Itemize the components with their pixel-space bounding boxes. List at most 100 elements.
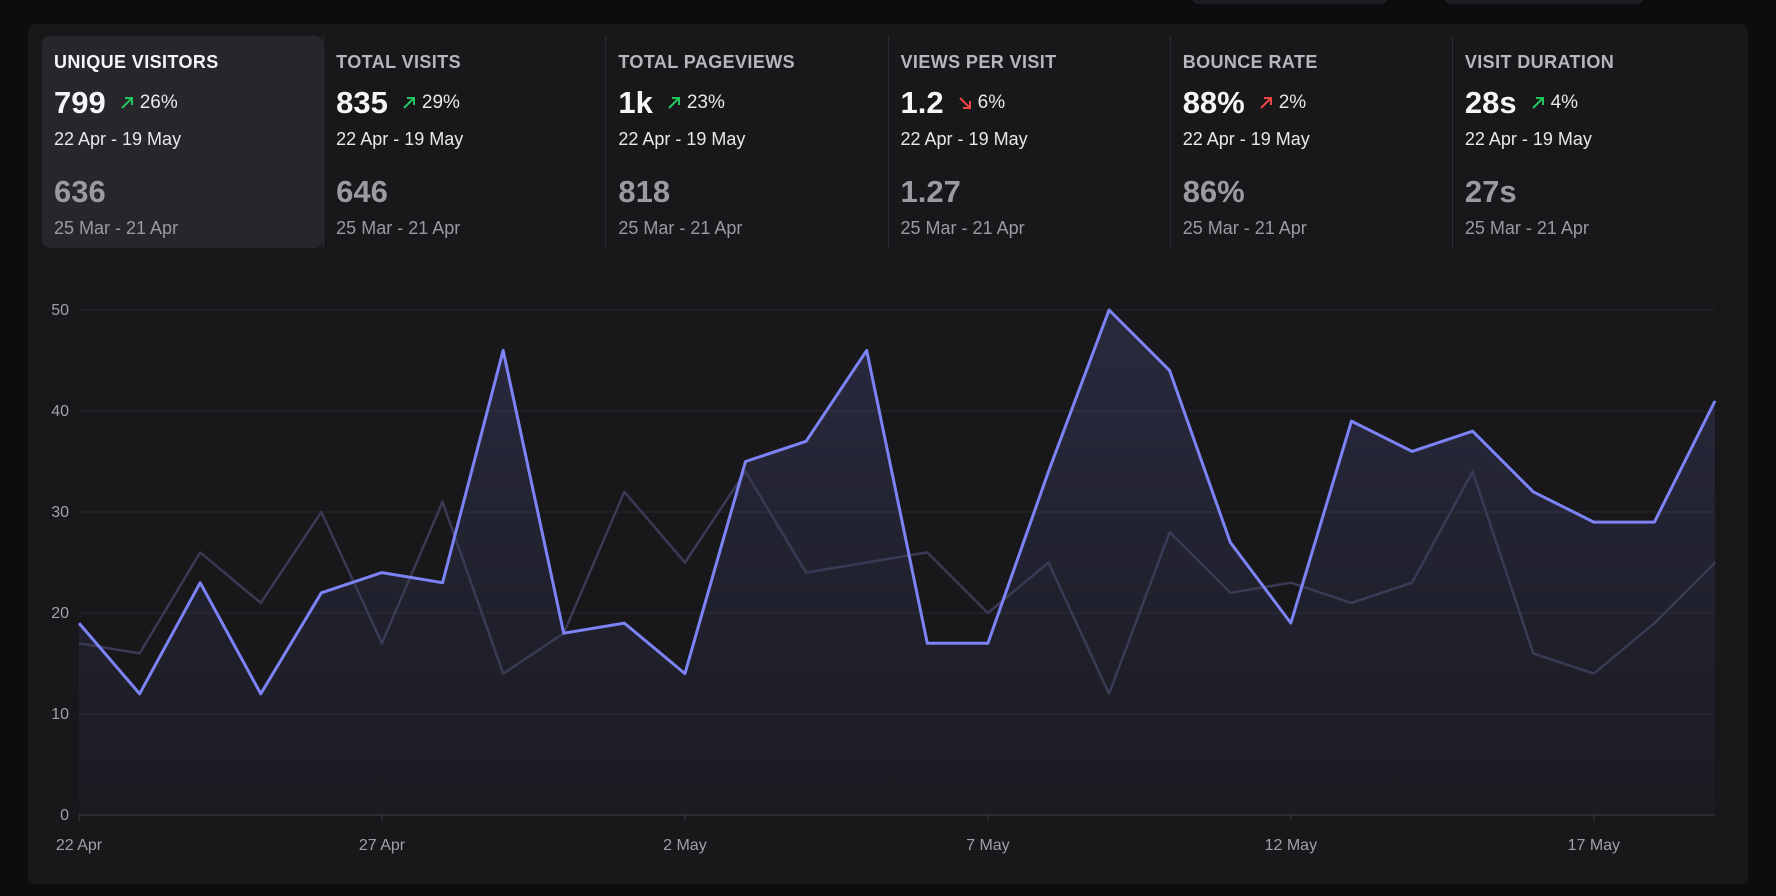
trend-up-arrow-icon — [121, 97, 133, 109]
metric-previous-value: 636 — [54, 174, 106, 209]
previous-data-point — [561, 630, 567, 636]
previous-data-point — [379, 640, 385, 646]
x-tick-label: 12 May — [1265, 837, 1317, 854]
metric-tab-views-per-visit[interactable]: VIEWS PER VISIT 1.2 6% 22 Apr - 19 May 1.27 2… — [887, 36, 1170, 248]
y-tick-label: 30 — [51, 504, 69, 521]
metric-label: TOTAL PAGEVIEWS — [618, 52, 796, 72]
current-data-point[interactable] — [864, 347, 870, 353]
current-data-point[interactable] — [1530, 489, 1536, 495]
current-data-point[interactable] — [803, 438, 809, 444]
previous-data-point — [682, 560, 688, 566]
current-data-point[interactable] — [1651, 519, 1657, 525]
y-tick-label: 0 — [60, 807, 69, 824]
metric-tab-visit-duration[interactable]: VISIT DURATION 28s 4% 22 Apr - 19 May 27s 25 … — [1451, 36, 1734, 248]
current-period-line — [77, 308, 1717, 696]
current-data-point[interactable] — [1470, 428, 1476, 434]
trend-down-arrow-icon — [958, 97, 971, 109]
x-tick-label: 7 May — [966, 837, 1010, 854]
dashboard-card: UNIQUE VISITORS 799 26% 22 Apr - 19 May 636 2… — [28, 24, 1748, 884]
previous-period-line — [78, 470, 1716, 696]
metric-value: 28s — [1464, 85, 1517, 120]
current-data-point[interactable] — [197, 580, 203, 586]
metric-change-percent: 2% — [1278, 92, 1307, 113]
current-data-point[interactable] — [985, 640, 991, 646]
metrics-row: UNIQUE VISITORS 799 26% 22 Apr - 19 May 636 2… — [42, 36, 1734, 248]
current-data-point[interactable] — [500, 347, 506, 353]
current-data-point[interactable] — [1227, 539, 1233, 545]
current-series-area — [79, 310, 1715, 815]
current-data-point[interactable] — [1348, 418, 1354, 424]
top-control-right[interactable] — [1444, 0, 1644, 4]
current-data-point[interactable] — [1591, 519, 1597, 525]
current-data-point[interactable] — [743, 459, 749, 465]
current-data-point[interactable] — [258, 691, 264, 697]
metric-period: 22 Apr - 19 May — [336, 129, 464, 149]
previous-data-point — [1409, 580, 1415, 586]
previous-data-point — [137, 650, 143, 656]
metric-previous-period: 25 Mar - 21 Apr — [900, 218, 1025, 238]
metric-value: 1.2 — [900, 85, 944, 120]
previous-data-point — [1591, 671, 1597, 677]
metric-label: TOTAL VISITS — [336, 52, 461, 72]
metric-period: 22 Apr - 19 May — [54, 129, 182, 149]
previous-data-point — [1227, 590, 1233, 596]
previous-data-point — [1651, 620, 1657, 626]
previous-data-point — [76, 640, 82, 646]
current-data-point[interactable] — [1167, 368, 1173, 374]
previous-data-point — [1530, 650, 1536, 656]
y-tick-label: 50 — [51, 302, 69, 319]
x-tick-label: 2 May — [663, 837, 707, 854]
current-data-point[interactable] — [1409, 448, 1415, 454]
metric-value: 1k — [618, 85, 653, 120]
metric-tab-total-pageviews[interactable]: TOTAL PAGEVIEWS 1k 23% 22 Apr - 19 May 818 25… — [605, 36, 887, 248]
metric-change: 6% — [958, 92, 1005, 114]
metric-previous-period: 25 Mar - 21 Apr — [336, 218, 461, 238]
x-tick-label: 27 Apr — [359, 837, 406, 854]
metric-tab-bounce-rate[interactable]: BOUNCE RATE 88% 2% 22 Apr - 19 May 86% 25 Mar… — [1169, 36, 1452, 248]
current-data-point[interactable] — [1712, 398, 1718, 404]
current-data-point[interactable] — [1288, 620, 1294, 626]
trend-up-arrow-icon — [668, 97, 680, 109]
current-data-point[interactable] — [621, 620, 627, 626]
previous-data-point — [197, 549, 203, 555]
metric-label: UNIQUE VISITORS — [54, 52, 219, 72]
y-tick-label: 40 — [51, 403, 69, 420]
current-data-point[interactable] — [440, 580, 446, 586]
current-data-point[interactable] — [318, 590, 324, 596]
current-data-point[interactable] — [76, 620, 82, 626]
previous-data-point — [924, 549, 930, 555]
current-data-point[interactable] — [1045, 469, 1051, 475]
metric-previous-period: 25 Mar - 21 Apr — [618, 218, 743, 238]
metric-tab-unique-visitors[interactable]: UNIQUE VISITORS 799 26% 22 Apr - 19 May 636 2… — [42, 36, 324, 248]
previous-data-point — [621, 489, 627, 495]
current-data-point[interactable] — [924, 640, 930, 646]
current-data-point[interactable] — [1106, 307, 1112, 313]
metric-period: 22 Apr - 19 May — [1464, 129, 1592, 149]
trend-up-arrow-icon — [403, 97, 415, 109]
previous-data-point — [1167, 529, 1173, 535]
metric-tab-total-visits[interactable]: TOTAL VISITS 835 29% 22 Apr - 19 May 646 25 M… — [323, 36, 605, 248]
previous-data-point — [440, 499, 446, 505]
metric-previous-value: 86% — [1182, 174, 1245, 209]
metric-change: 23% — [667, 92, 725, 114]
metric-previous-value: 27s — [1464, 174, 1517, 209]
y-tick-label: 10 — [51, 706, 69, 723]
x-tick-label: 17 May — [1568, 837, 1620, 854]
visitors-line-chart: 0 10 20 30 40 50 22 Apr 27 Apr 2 May 7 May 12 May 1… — [51, 302, 1718, 854]
metric-change-percent: 4% — [1550, 92, 1579, 113]
metric-change: 26% — [120, 92, 178, 114]
previous-data-point — [1045, 560, 1051, 566]
previous-data-point — [1106, 691, 1112, 697]
previous-data-point — [1470, 469, 1476, 475]
metric-change: 4% — [1531, 92, 1578, 114]
current-data-point[interactable] — [137, 691, 143, 697]
metric-previous-period: 25 Mar - 21 Apr — [1464, 218, 1589, 238]
previous-data-point — [985, 610, 991, 616]
top-control-left[interactable] — [1192, 0, 1388, 4]
metric-change: 29% — [402, 92, 460, 114]
metric-period: 22 Apr - 19 May — [618, 129, 746, 149]
metric-value: 835 — [336, 85, 388, 120]
metric-change-percent: 26% — [139, 92, 178, 113]
current-data-point[interactable] — [379, 570, 385, 576]
current-data-point[interactable] — [682, 671, 688, 677]
